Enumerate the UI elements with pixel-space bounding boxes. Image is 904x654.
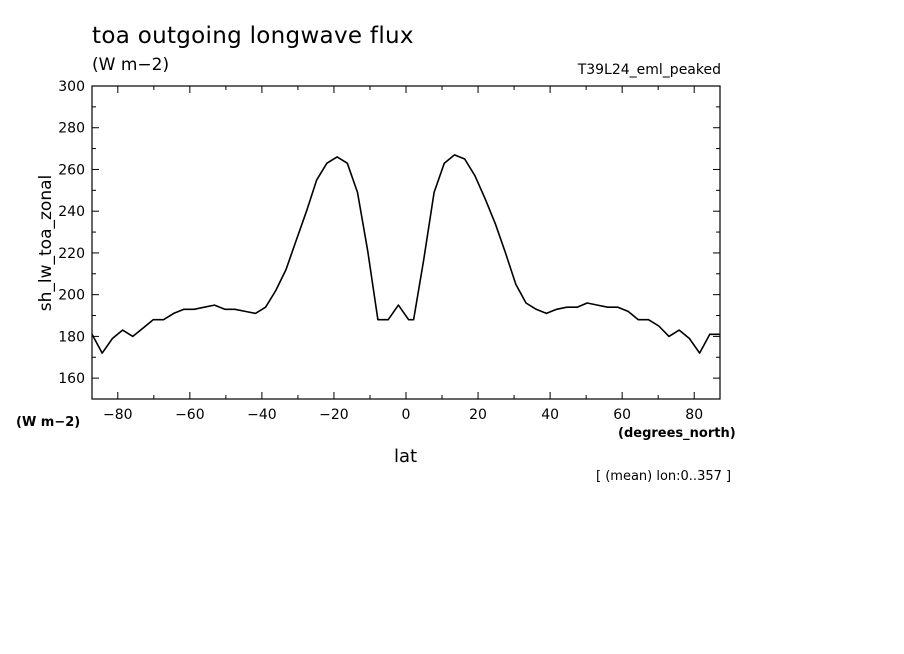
x-axis-label: lat xyxy=(394,446,418,467)
y-tick-label: 200 xyxy=(58,288,85,304)
x-tick-label: 40 xyxy=(541,407,559,423)
x-tick-label: −80 xyxy=(103,407,133,423)
x-tick-label: −20 xyxy=(319,407,349,423)
dataset-label: T39L24_eml_peaked xyxy=(577,62,721,78)
x-tick-label: −40 xyxy=(247,407,277,423)
y-tick-label: 300 xyxy=(58,79,85,95)
x-tick-label: 20 xyxy=(469,407,487,423)
series-line xyxy=(91,154,720,354)
y-tick-label: 180 xyxy=(58,329,85,345)
y-axis-units: (W m−2) xyxy=(16,415,81,430)
chart-units: (W m−2) xyxy=(92,55,170,75)
chart-title: toa outgoing longwave flux xyxy=(92,23,414,49)
plot-frame xyxy=(91,85,721,400)
y-tick-label: 240 xyxy=(58,204,85,220)
x-axis-units: (degrees_north) xyxy=(618,426,736,441)
y-tick-label: 280 xyxy=(58,121,85,137)
footnote: [ (mean) lon:0..357 ] xyxy=(596,469,732,484)
x-tick-label: 80 xyxy=(685,407,703,423)
x-tick-label: 0 xyxy=(402,407,411,423)
y-tick-label: 160 xyxy=(58,371,85,387)
y-tick-label: 260 xyxy=(58,162,85,178)
x-tick-label: −60 xyxy=(175,407,205,423)
x-tick-label: 60 xyxy=(613,407,631,423)
y-tick-label: 220 xyxy=(58,246,85,262)
